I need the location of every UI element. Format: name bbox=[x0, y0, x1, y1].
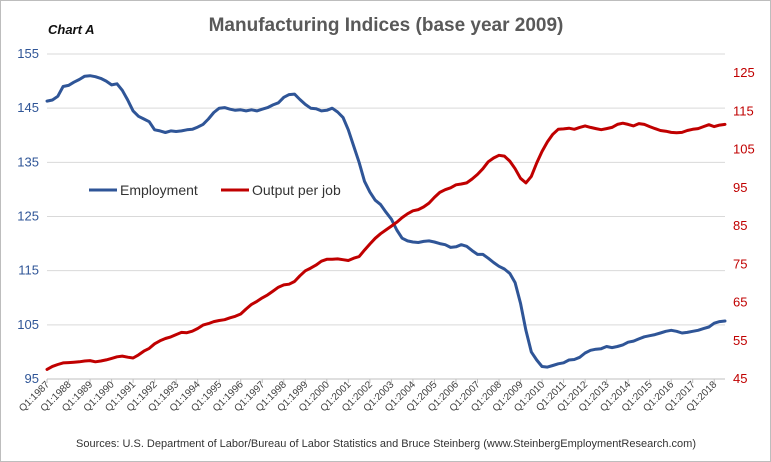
y-right-tick-label: 85 bbox=[733, 218, 747, 233]
y-right-tick-label: 65 bbox=[733, 295, 747, 310]
y-left-tick-label: 105 bbox=[17, 317, 39, 332]
legend: Employment Output per job bbox=[89, 182, 341, 198]
y-right-tick-label: 45 bbox=[733, 371, 747, 386]
y-right-tick-label: 55 bbox=[733, 333, 747, 348]
y-right-tick-label: 95 bbox=[733, 180, 747, 195]
y-left-tick-label: 135 bbox=[17, 154, 39, 169]
y-right-tick-label: 75 bbox=[733, 256, 747, 271]
series-line-output-per-job bbox=[45, 121, 727, 371]
series-line-employment bbox=[45, 74, 727, 369]
chart-label: Chart A bbox=[48, 22, 94, 37]
y-left-tick-label: 145 bbox=[17, 100, 39, 115]
y-left-tick-label: 125 bbox=[17, 209, 39, 224]
y-right-tick-label: 125 bbox=[733, 65, 755, 80]
series-lines bbox=[45, 74, 727, 371]
gridlines bbox=[47, 53, 725, 380]
y-left-tick-label: 115 bbox=[18, 263, 39, 278]
legend-label-employment: Employment bbox=[120, 182, 198, 198]
y-right-tick-label: 105 bbox=[733, 142, 755, 157]
y-left-tick-label: 155 bbox=[17, 46, 39, 61]
y-left-tick-label: 95 bbox=[25, 371, 39, 386]
y-right-tick-label: 115 bbox=[733, 103, 754, 118]
source-note: Sources: U.S. Department of Labor/Bureau… bbox=[76, 438, 696, 450]
chart-title: Manufacturing Indices (base year 2009) bbox=[209, 15, 564, 36]
legend-label-output-per-job: Output per job bbox=[252, 182, 341, 198]
